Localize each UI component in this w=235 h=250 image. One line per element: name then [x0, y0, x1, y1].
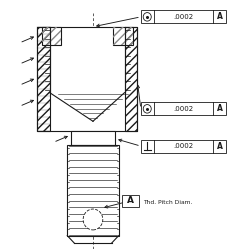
Text: A: A: [127, 196, 134, 205]
Text: .0002: .0002: [173, 106, 194, 112]
Text: A: A: [217, 142, 223, 151]
Bar: [113, 27, 133, 46]
Bar: [37, 27, 137, 131]
Circle shape: [83, 209, 103, 230]
Bar: [141, 10, 226, 23]
Bar: [67, 145, 119, 236]
Text: A: A: [217, 104, 223, 113]
Text: .0002: .0002: [173, 143, 194, 149]
Bar: [125, 27, 137, 131]
Bar: [141, 102, 226, 115]
Bar: [113, 27, 133, 46]
Bar: [71, 131, 115, 145]
Bar: [42, 27, 61, 46]
Bar: [42, 27, 61, 46]
Text: Thd. Pitch Diam.: Thd. Pitch Diam.: [143, 200, 192, 205]
Bar: [141, 140, 226, 152]
Bar: [121, 194, 139, 207]
Text: .0002: .0002: [173, 14, 194, 20]
Bar: [37, 27, 50, 131]
Text: A: A: [217, 12, 223, 21]
